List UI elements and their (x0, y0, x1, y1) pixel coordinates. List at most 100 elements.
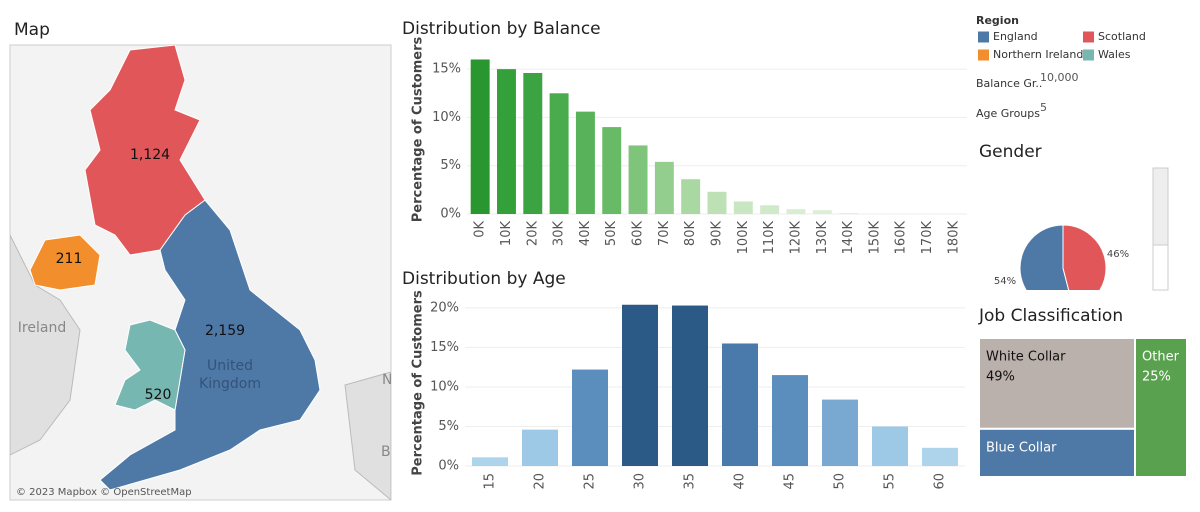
region-shape (114, 319, 186, 411)
parameter-label: Age Groups (976, 107, 1040, 120)
x-tick-label: 30K (552, 221, 567, 247)
legend-label: England (993, 30, 1038, 43)
treemap-cell (978, 427, 1136, 478)
bar (722, 343, 758, 466)
treemap-label: White Collar (986, 350, 1066, 365)
x-tick-label: 140K (841, 221, 856, 255)
legend-swatch (978, 31, 989, 43)
legend-label: Wales (1098, 48, 1131, 61)
treemap-cell (978, 337, 1136, 430)
region-shape (84, 45, 206, 256)
place-label: Kingdom (199, 376, 261, 392)
legend-swatch (1083, 49, 1094, 61)
parameter-label: Balance Gr.. (976, 77, 1042, 90)
treemap-label: Other (1142, 350, 1180, 365)
scroll-thumb[interactable] (1152, 167, 1169, 246)
region-value: 520 (145, 387, 172, 403)
bar (549, 93, 569, 214)
bar (707, 191, 727, 214)
x-tick-label: 100K (736, 221, 751, 255)
bar (772, 375, 808, 466)
y-tick-label: 20% (430, 300, 459, 315)
bar (812, 210, 832, 214)
x-tick-label: 60K (631, 221, 646, 247)
chart-title: Distribution by Balance (402, 19, 601, 39)
map-panel: Ireland United Kingdom Ne Be 2,159 1,124 211 520 (9, 44, 401, 501)
pie (1019, 224, 1107, 290)
pie-slice (1062, 224, 1107, 290)
region-value: 211 (56, 251, 83, 267)
region-shape (29, 234, 101, 291)
bar (602, 127, 622, 214)
pie-label: 46% (1107, 249, 1129, 260)
x-tick-label: 160K (894, 221, 909, 255)
y-tick-label: 15% (432, 62, 461, 77)
y-tick-label: 5% (440, 158, 461, 173)
land (10, 234, 81, 456)
x-tick-label: 50 (833, 473, 848, 490)
x-tick-label: 150K (867, 221, 882, 255)
x-tick-label: 120K (788, 221, 803, 255)
land (344, 371, 391, 500)
bar (472, 457, 508, 466)
x-tick-label: 45 (783, 473, 798, 490)
place-label: Be (381, 444, 399, 460)
y-tick-label: 10% (432, 110, 461, 125)
x-tick-label: 90K (710, 221, 725, 247)
pie-label: 54% (994, 276, 1016, 287)
region-value: 1,124 (130, 147, 170, 163)
legend-label: Northern Ireland (993, 48, 1083, 61)
bar (654, 161, 674, 214)
bar (681, 179, 701, 214)
x-tick-label: 15 (483, 473, 498, 490)
x-tick-label: 0K (473, 221, 488, 238)
legend-swatch (978, 49, 989, 61)
bar (822, 399, 858, 466)
y-tick-label: 0% (440, 207, 461, 222)
place-label: Ireland (18, 320, 66, 336)
x-tick-label: 60 (933, 473, 948, 490)
x-tick-label: 20 (533, 473, 548, 490)
x-tick-label: 35 (683, 473, 698, 490)
x-tick-label: 170K (920, 221, 935, 255)
legend-label: Scotland (1098, 30, 1146, 43)
bar (497, 69, 516, 215)
y-tick-label: 0% (438, 459, 459, 474)
x-tick-label: 30 (633, 473, 648, 490)
chart-title: Job Classification (978, 306, 1123, 326)
y-axis-label: Percentage of Customers (411, 290, 426, 476)
parameter-value: 5 (1040, 101, 1047, 114)
x-tick-label: 180K (946, 221, 961, 255)
x-tick-label: 80K (683, 221, 698, 247)
x-tick-label: 110K (762, 221, 777, 255)
y-tick-label: 15% (430, 340, 459, 355)
legend-title: Region (976, 14, 1019, 27)
x-tick-label: 10K (499, 221, 514, 247)
map-base: Ireland United Kingdom Ne Be 2,159 1,124 211 520 (10, 45, 401, 500)
bar (628, 145, 648, 214)
treemap-value: 25% (1142, 370, 1171, 385)
region-value: 2,159 (205, 323, 245, 339)
bar (760, 205, 780, 214)
bar (522, 429, 558, 466)
x-tick-label: 40K (578, 221, 593, 247)
bar (622, 304, 658, 466)
x-tick-label: 25 (583, 473, 598, 490)
bar (523, 73, 543, 215)
y-tick-label: 10% (430, 379, 459, 394)
scrollbar[interactable] (1152, 167, 1169, 291)
region-shape (99, 199, 321, 491)
treemap-label: Blue Collar (986, 440, 1057, 455)
parameter-value: 10,000 (1040, 71, 1079, 84)
x-tick-label: 20K (525, 221, 540, 247)
chart-title: Distribution by Age (402, 269, 566, 289)
bar (872, 426, 908, 466)
bar (470, 59, 490, 214)
place-label: Ne (382, 372, 401, 388)
treemap-value: 49% (986, 370, 1015, 385)
pie-slice (1019, 224, 1070, 290)
treemap-cell (1134, 337, 1188, 478)
place-label: United (207, 358, 253, 374)
bar (922, 447, 958, 466)
